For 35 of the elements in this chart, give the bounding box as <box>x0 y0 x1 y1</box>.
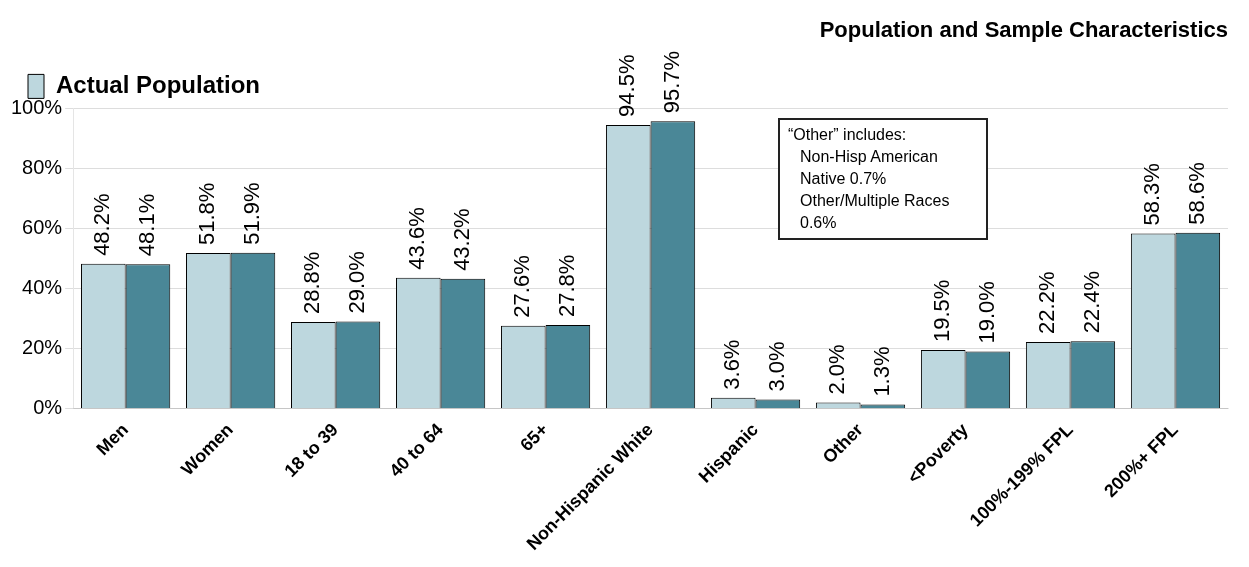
data-label: 51.9% <box>239 182 264 245</box>
annotation: Other/Multiple Races 0.6% <box>799 191 951 233</box>
data-label: 19.5% <box>929 279 955 342</box>
data-label: 43.6% <box>404 207 430 270</box>
data-label: 29.0% <box>343 251 369 314</box>
data-label: 1.3% <box>868 346 894 397</box>
data-label: 48.1% <box>134 193 160 257</box>
x-tick-label: 65+ <box>516 419 552 456</box>
y-tick-label: 80% <box>22 155 63 178</box>
data-label: 19.0% <box>973 281 999 344</box>
y-tick-label: 20% <box>22 336 63 359</box>
data-label: 28.8% <box>299 251 325 315</box>
annotation: Non-Hisp American Native 0.7% <box>799 147 939 189</box>
data-label: 58.6% <box>1183 162 1209 225</box>
y-tick-label: 0% <box>33 396 63 419</box>
data-label: 22.2% <box>1034 271 1060 334</box>
chart-title: Population and Sample Characteristics <box>819 17 1228 43</box>
data-label: 3.0% <box>763 341 789 392</box>
x-tick-label: 18 to 39 <box>280 419 342 481</box>
data-label: 58.3% <box>1139 163 1165 226</box>
data-label: 27.6% <box>509 255 535 318</box>
data-label: 27.8% <box>553 254 579 318</box>
annotation: “Other” includes: <box>788 125 908 145</box>
data-label: 2.0% <box>824 344 850 395</box>
x-tick-label: Men <box>92 419 132 459</box>
data-label: 3.6% <box>719 339 745 390</box>
data-label: 43.2% <box>448 208 474 271</box>
y-tick-label: 60% <box>22 215 63 238</box>
data-label: 95.7% <box>658 50 684 114</box>
data-label: 48.2% <box>89 193 115 256</box>
x-tick-label: 40 to 64 <box>385 419 447 481</box>
data-label: 94.5% <box>614 54 640 117</box>
data-label: 51.8% <box>194 182 220 246</box>
data-label: 22.4% <box>1078 270 1104 334</box>
y-tick-label: 40% <box>22 275 63 298</box>
